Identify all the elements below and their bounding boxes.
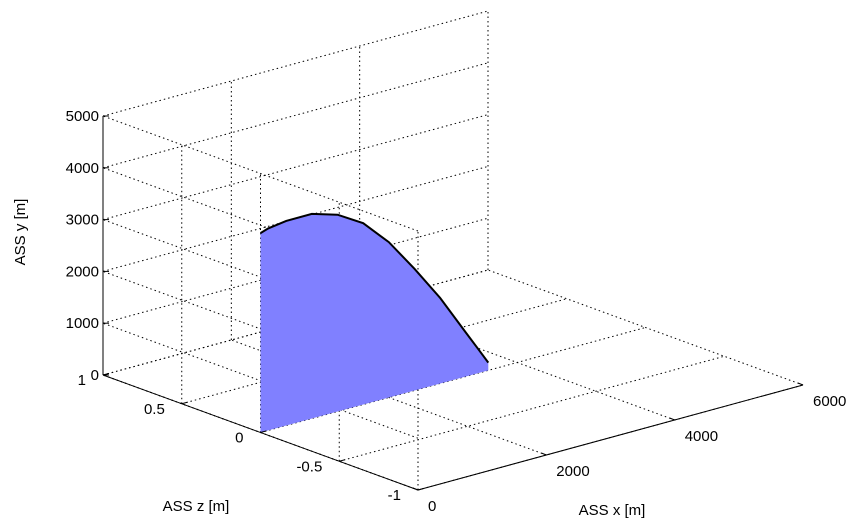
y-tick-label: 3000 <box>66 212 99 229</box>
x-tick-mark <box>797 382 804 386</box>
y-tick-label: 2000 <box>66 263 99 280</box>
axis-layer <box>102 115 804 491</box>
back-wall-grid-y <box>102 114 489 221</box>
trajectory-area <box>260 213 489 433</box>
z-axis-label: ASS z [m] <box>163 498 230 515</box>
x-tick-mark <box>669 417 675 421</box>
x-tick-label: 2000 <box>556 463 589 480</box>
y-axis-label: ASS y [m] <box>12 199 29 266</box>
y-tick-label: 5000 <box>66 108 99 125</box>
z-tick-label: 0.5 <box>144 401 165 418</box>
back-wall-grid-y <box>102 10 489 117</box>
x-tick-label: 4000 <box>685 428 718 445</box>
z-tick-label: 0 <box>235 430 243 447</box>
y-tick-label: 4000 <box>66 160 99 177</box>
z-tick-label: -1 <box>388 487 401 504</box>
z-tick-mark <box>417 487 425 491</box>
x-tick-label: 0 <box>428 498 436 515</box>
z-tick-label: 1 <box>78 372 86 389</box>
side-wall-grid-y <box>102 115 419 232</box>
fill-layer <box>259 212 490 433</box>
z-tick-mark <box>260 430 267 433</box>
grid-layer <box>102 10 804 491</box>
z-tick-mark <box>181 401 188 405</box>
trajectory-line <box>259 212 490 364</box>
back-wall-grid-y <box>102 62 489 169</box>
y-tick-label: 1000 <box>66 315 99 332</box>
x-tick-mark <box>541 452 547 456</box>
x-axis-label: ASS x [m] <box>579 502 646 519</box>
z-tick-mark <box>102 372 110 376</box>
z-tick-label: -0.5 <box>296 458 322 475</box>
y-tick-label: 0 <box>91 367 99 384</box>
x-tick-label: 6000 <box>813 393 846 410</box>
tick-labels: 010002000300040005000-1-0.500.5102000400… <box>66 108 847 515</box>
z-tick-mark <box>339 459 346 462</box>
x-axis-line <box>417 384 804 491</box>
side-wall-grid-y <box>102 167 419 284</box>
floor-grid-x <box>487 269 804 386</box>
x-tick-mark <box>412 487 419 491</box>
